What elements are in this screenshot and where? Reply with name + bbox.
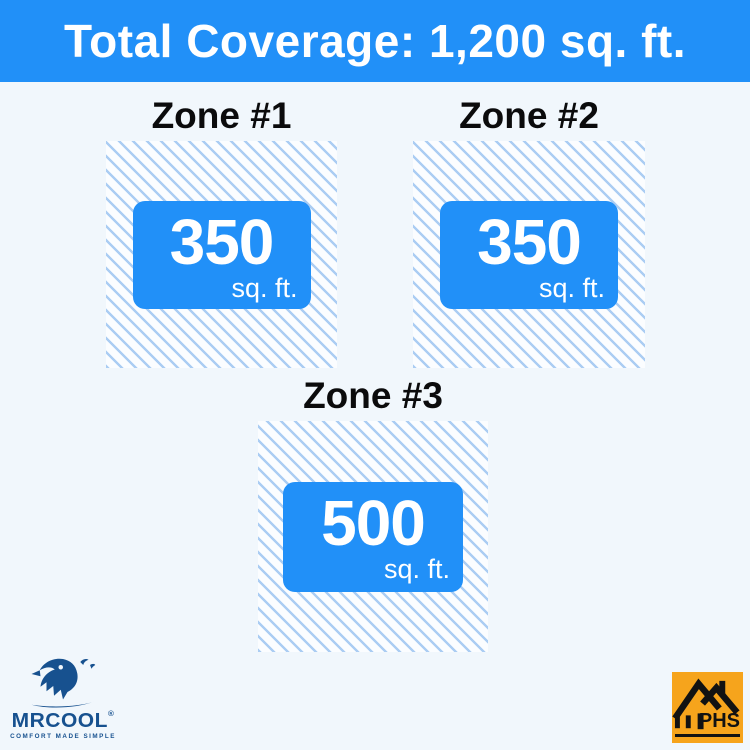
mrcool-tagline: COMFORT MADE SIMPLE: [10, 733, 116, 740]
penguin-mascot-icon: [31, 658, 96, 708]
zone-1: Zone #1 350 sq. ft.: [106, 97, 337, 368]
zone-1-value-card: 350 sq. ft.: [132, 200, 311, 309]
registered-trademark-symbol: ®: [107, 709, 115, 719]
zone-3-coverage-area: 500 sq. ft.: [258, 421, 488, 652]
zone-3-title: Zone #3: [303, 375, 443, 416]
zone-2-unit: sq. ft.: [538, 272, 605, 303]
zone-1-title: Zone #1: [151, 95, 292, 136]
zone-1-value: 350: [169, 205, 275, 278]
zone-3-value-card: 500 sq. ft.: [283, 481, 463, 592]
zone-2-value-card: 350 sq. ft.: [440, 200, 618, 309]
zone-2-coverage-area: 350 sq. ft.: [413, 141, 645, 368]
zone-2-value: 350: [477, 205, 582, 278]
phs-label: PHS: [698, 710, 740, 732]
zone-3-value: 500: [321, 486, 426, 559]
zone-2-title: Zone #2: [459, 95, 599, 136]
header-title: Total Coverage: 1,200 sq. ft.: [63, 15, 687, 67]
mrcool-wordmark: MRCOOL®: [10, 709, 116, 732]
zone-2: Zone #2 350 sq. ft.: [413, 97, 645, 368]
mrcool-wordmark-text: MRCOOL: [11, 709, 108, 732]
mrcool-logo: MRCOOL® COMFORT MADE SIMPLE: [10, 656, 116, 740]
phs-underline: [675, 734, 740, 737]
phs-logo: PHS: [672, 672, 743, 743]
house-roofs-icon: [672, 678, 740, 730]
zone-3-unit: sq. ft.: [383, 553, 450, 584]
zone-1-unit: sq. ft.: [231, 272, 298, 303]
zone-3: Zone #3 500 sq. ft.: [258, 377, 488, 652]
zone-1-coverage-area: 350 sq. ft.: [106, 141, 337, 368]
header-banner: Total Coverage: 1,200 sq. ft.: [0, 0, 750, 82]
